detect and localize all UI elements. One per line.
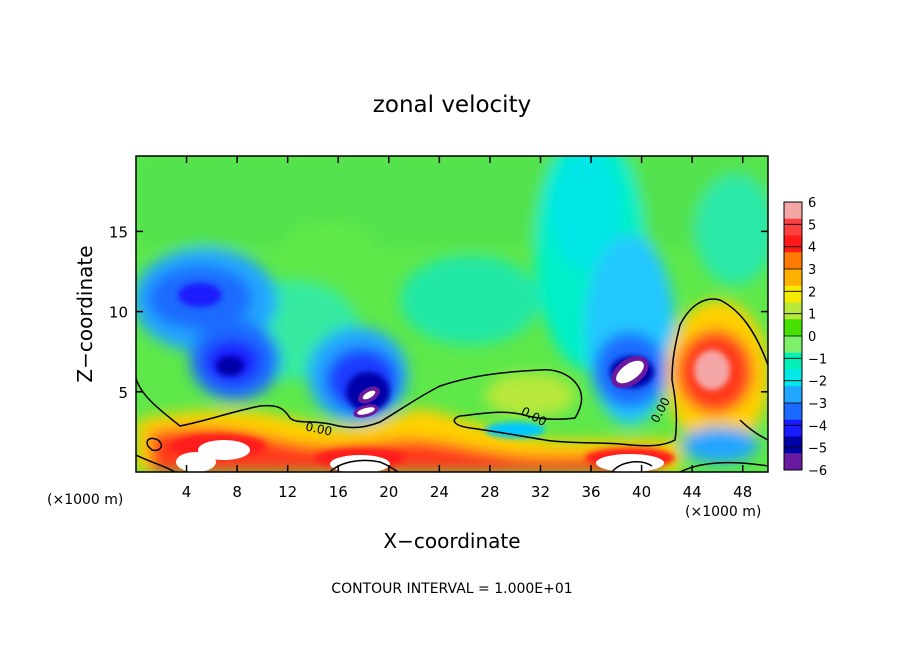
colorbar-label-9: −3 [808,397,827,412]
y-tick-label-2: 15 [109,223,128,241]
plot-area: 0.00 0.00 0.00 [136,156,768,472]
colorbar-swatch-15 [784,453,802,471]
white-core-center [330,455,390,472]
colorbar-swatch-13 [784,419,802,437]
white-core-right-vortex [616,360,644,384]
y-axis: 5 10 15 [109,223,768,402]
contour-interval-note: CONTOUR INTERVAL = 1.000E+01 [331,581,572,597]
x-axis-label: X−coordinate [383,529,520,553]
x-tick-label-0: 4 [182,483,192,501]
x-tick-label-2: 12 [278,483,297,501]
colorbar-label-3: 3 [808,263,816,278]
colorbar-label-11: −5 [808,442,827,457]
blue-pocket-mid [485,422,545,438]
field-teal-right [695,175,768,285]
colorbar: 6 5 4 3 2 1 0 −1 −2 −3 −4 −5 −6 [783,196,827,479]
vortex-mid-left-core [216,356,244,376]
x-tick-label-11: 48 [733,483,752,501]
colorbar-swatch-14 [784,436,802,454]
zero-contours [136,298,768,472]
colorbar-swatch-10 [784,369,802,387]
colorbar-swatch-2 [784,235,802,253]
chart-title: zonal velocity [373,92,531,118]
x-tick-label-6: 28 [480,483,499,501]
colorbar-label-10: −4 [808,419,827,434]
colorbar-label-0: 6 [808,196,816,211]
x-tick-label-9: 40 [632,483,651,501]
x-axis: 4 8 12 16 20 24 28 32 36 40 44 48 [182,156,752,501]
colorbar-swatch-5 [784,285,802,303]
colorbar-label-1: 5 [808,218,816,233]
warm-lump-mid [485,373,575,417]
colorbar-swatch-3 [784,252,802,270]
contour-line-tail-right [739,419,768,441]
x-tick-label-3: 16 [329,483,348,501]
x-tick-label-5: 24 [430,483,449,501]
y-tick-label-1: 10 [109,304,128,322]
colorbar-swatch-1 [784,218,802,236]
colorbar-swatch-11 [784,386,802,404]
field-green-top [136,156,768,246]
colorbar-swatch-7 [784,319,802,337]
colorbar-swatch-9 [784,352,802,370]
contour-line-ground [136,298,768,447]
x-tick-label-1: 8 [232,483,242,501]
field-cyan-column-core [550,156,620,270]
colorbar-swatch-4 [784,269,802,287]
colorbar-label-12: −6 [808,464,827,479]
vortex-upper-left-core [178,283,222,307]
colorbar-label-7: −1 [808,352,827,367]
y-tick-label-0: 5 [118,384,128,402]
colorbar-swatch-12 [784,403,802,421]
x-unit-left: (×1000 m) [47,492,123,508]
plot-frame [135,155,769,473]
warm-band-left-core [150,428,660,472]
y-axis-label: Z−coordinate [73,245,97,382]
x-tick-label-4: 20 [379,483,398,501]
contour-label-1: 0.00 [304,419,333,438]
colorbar-label-4: 2 [808,285,816,300]
contour-line-tail-left [136,454,176,472]
contour-line-loop-left [146,437,163,452]
contour-line-floor-center [329,459,399,472]
colorbar-label-6: 0 [808,330,816,345]
contour-line-floor-right-b [611,460,653,472]
field-green-mid [285,220,375,270]
white-core-center-a [362,390,376,400]
warm-lump-right-core [694,350,730,390]
x-tick-label-7: 32 [531,483,550,501]
colorbar-label-2: 4 [808,241,816,256]
x-unit-right: (×1000 m) [685,504,761,520]
blue-floor-right [682,427,758,463]
white-core-center-b [357,407,375,415]
contour-line-floor-right [679,461,768,472]
colorbar-swatch-6 [784,302,802,320]
colorbar-label-5: 1 [808,308,816,323]
colorbar-label-8: −2 [808,375,827,390]
white-core-left-a [198,440,250,460]
x-tick-label-8: 36 [581,483,600,501]
field-teal-mid [400,255,540,345]
colorbar-swatch-8 [784,336,802,354]
colorbar-swatch-0 [784,202,802,220]
x-tick-label-10: 44 [683,483,702,501]
white-core-left-b [176,452,216,472]
